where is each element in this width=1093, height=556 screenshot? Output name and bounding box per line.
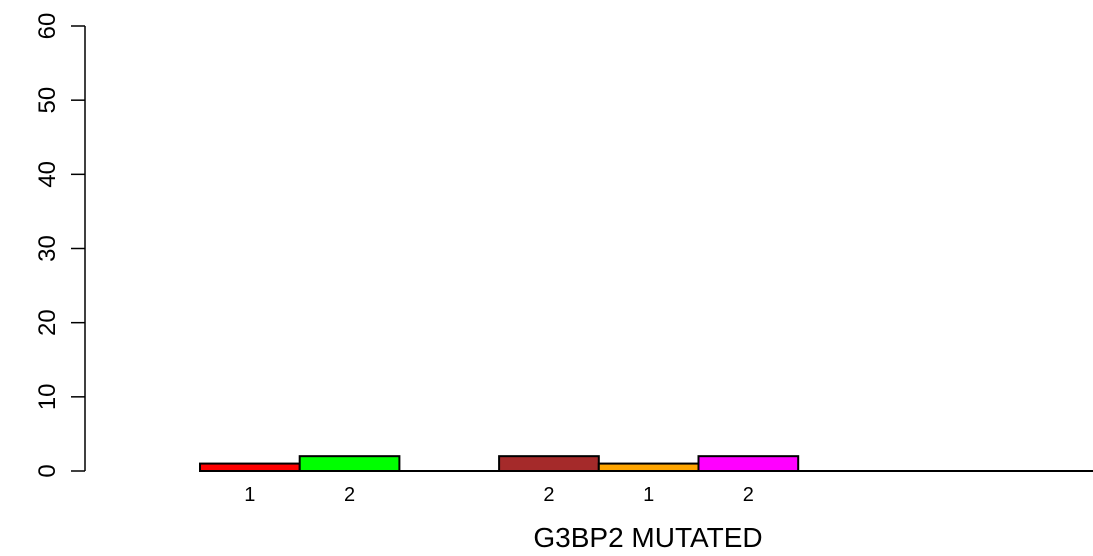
x-axis-title: G3BP2 MUTATED — [533, 522, 762, 553]
bar-label: 2 — [543, 484, 554, 506]
bars-group — [199, 455, 800, 473]
y-tick-label: 20 — [34, 309, 61, 336]
y-tick-label: 10 — [34, 383, 61, 410]
bar-label: 1 — [244, 484, 255, 506]
bar — [697, 455, 800, 472]
y-axis: 0 10 20 30 40 50 60 — [34, 13, 86, 478]
bar — [498, 455, 600, 472]
y-tick-label: 30 — [34, 235, 61, 262]
bar-labels-group: 1 2 2 1 2 — [244, 484, 754, 506]
bar-label: 1 — [643, 484, 654, 506]
y-tick-label: 40 — [34, 161, 61, 188]
bar-label: 2 — [743, 484, 754, 506]
bar — [199, 462, 301, 473]
y-tick-label: 60 — [34, 13, 61, 40]
bar — [298, 455, 401, 472]
bar — [597, 462, 700, 473]
y-tick-label: 50 — [34, 87, 61, 114]
y-tick-label: 0 — [34, 464, 61, 477]
bar-label: 2 — [344, 484, 355, 506]
